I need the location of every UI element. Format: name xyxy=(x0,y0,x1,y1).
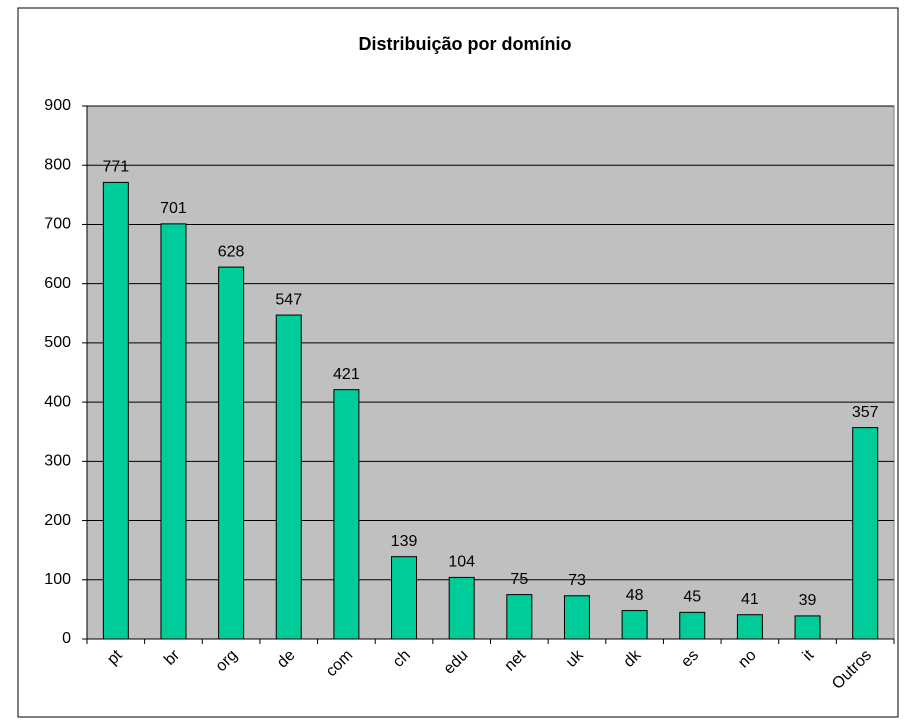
bar xyxy=(563,595,590,640)
bar xyxy=(160,223,187,640)
y-tick-label: 0 xyxy=(62,630,71,647)
bar xyxy=(852,427,879,640)
data-label: 357 xyxy=(852,404,879,421)
y-tick-label: 300 xyxy=(44,453,71,470)
data-label: 139 xyxy=(391,533,418,550)
y-tick-label: 200 xyxy=(44,512,71,529)
y-tick-label: 900 xyxy=(44,97,71,114)
data-label: 48 xyxy=(626,587,644,604)
y-tick-label: 100 xyxy=(44,571,71,588)
bar xyxy=(391,556,418,640)
data-label: 701 xyxy=(160,200,187,217)
bar xyxy=(679,611,706,640)
y-tick-label: 800 xyxy=(44,156,71,173)
data-label: 547 xyxy=(275,291,302,308)
y-tick-label: 500 xyxy=(44,334,71,351)
chart-title: Distribuição por domínio xyxy=(358,34,571,54)
bar xyxy=(794,615,821,640)
bar xyxy=(275,314,302,640)
plot-area xyxy=(86,105,895,640)
bar xyxy=(448,576,475,640)
data-label: 421 xyxy=(333,366,360,383)
y-tick-label: 400 xyxy=(44,393,71,410)
bar xyxy=(102,181,129,640)
bar xyxy=(218,266,245,640)
data-label: 628 xyxy=(218,243,245,260)
data-label: 75 xyxy=(510,571,528,588)
bar xyxy=(333,389,360,640)
data-label: 73 xyxy=(568,572,586,589)
y-tick-label: 700 xyxy=(44,216,71,233)
bar xyxy=(506,594,533,640)
bar xyxy=(621,610,648,640)
data-label: 771 xyxy=(102,159,129,176)
data-label: 45 xyxy=(683,589,701,606)
y-tick-label: 600 xyxy=(44,275,71,292)
bar xyxy=(736,614,763,640)
data-label: 104 xyxy=(448,554,475,571)
data-label: 39 xyxy=(799,592,817,609)
data-label: 41 xyxy=(741,591,759,608)
